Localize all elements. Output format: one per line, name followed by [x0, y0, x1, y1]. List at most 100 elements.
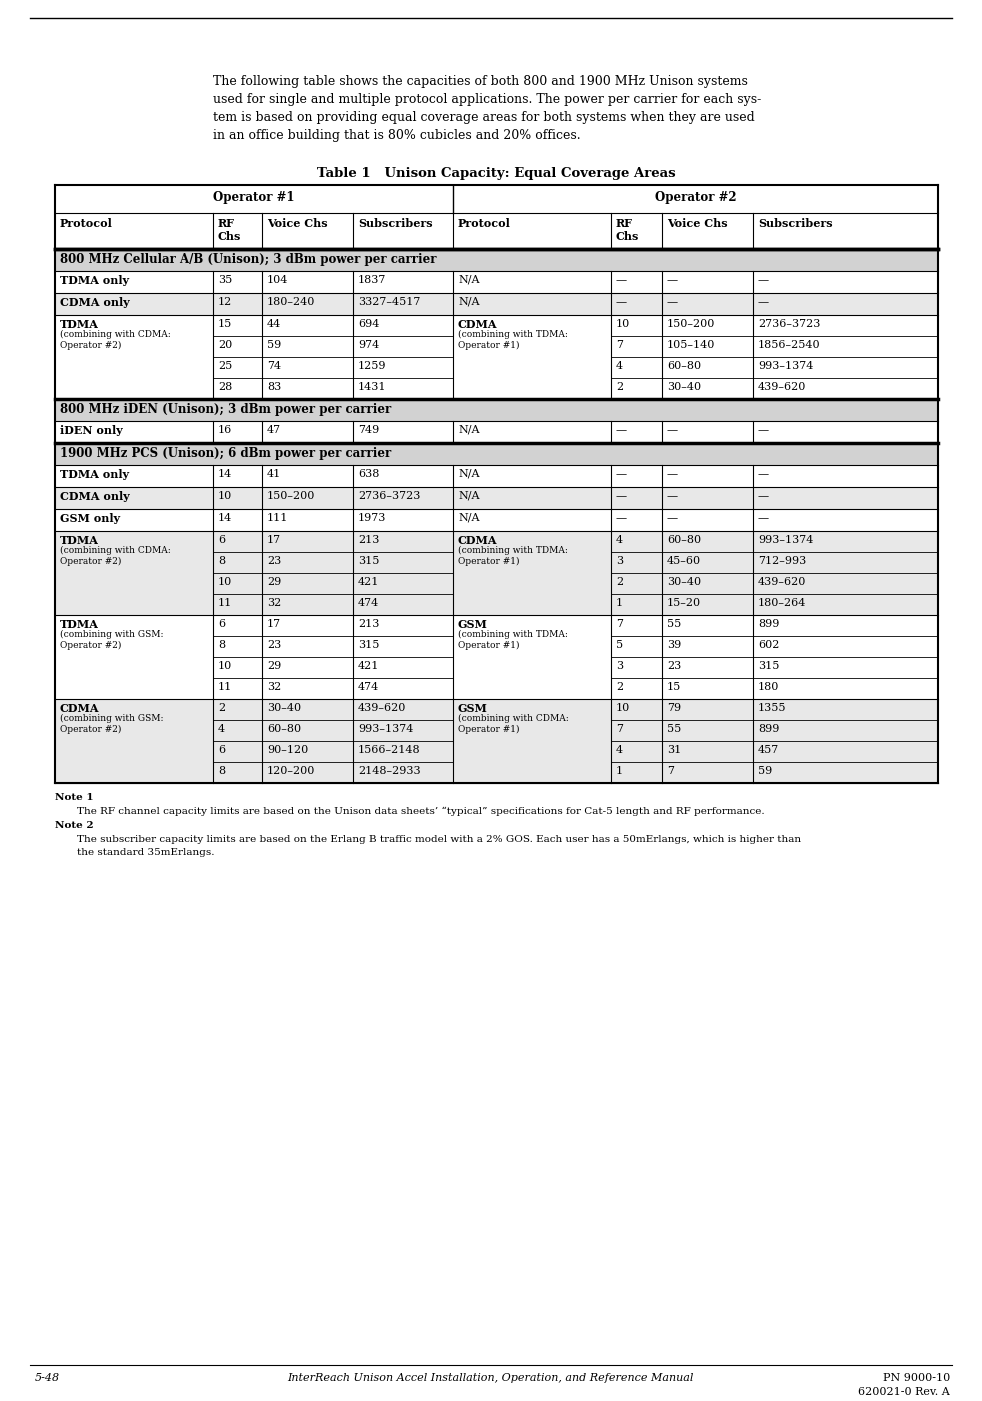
Text: 457: 457	[758, 745, 780, 755]
Text: —: —	[667, 425, 679, 434]
Text: Protocol: Protocol	[458, 219, 511, 228]
Text: —: —	[758, 469, 769, 479]
Text: 2: 2	[616, 577, 624, 587]
Text: 17: 17	[267, 619, 281, 629]
Text: 16: 16	[218, 425, 233, 434]
Text: 2: 2	[616, 682, 624, 692]
Text: 1431: 1431	[358, 382, 387, 392]
Text: 60–80: 60–80	[667, 535, 701, 545]
Text: 150–200: 150–200	[267, 490, 315, 502]
Text: 180–264: 180–264	[758, 598, 806, 608]
Text: Note 2: Note 2	[55, 821, 93, 829]
Text: 7: 7	[616, 340, 623, 350]
Text: 439–620: 439–620	[358, 703, 407, 713]
Text: RF
Chs: RF Chs	[616, 219, 639, 242]
Text: —: —	[667, 469, 679, 479]
Text: 315: 315	[358, 640, 379, 650]
Text: 1837: 1837	[358, 275, 386, 284]
Text: GSM: GSM	[458, 703, 488, 715]
Text: 105–140: 105–140	[667, 340, 715, 350]
Text: 6: 6	[218, 535, 225, 545]
Text: 4: 4	[616, 535, 624, 545]
Bar	[55, 213, 938, 249]
Text: N/A: N/A	[458, 297, 479, 307]
Text: 800 MHz Cellular A/B (Unison); 3 dBm power per carrier: 800 MHz Cellular A/B (Unison); 3 dBm pow…	[60, 254, 437, 266]
Text: 45–60: 45–60	[667, 556, 701, 566]
Text: 59: 59	[267, 340, 281, 350]
Text: 59: 59	[758, 766, 772, 776]
Text: used for single and multiple protocol applications. The power per carrier for ea: used for single and multiple protocol ap…	[213, 92, 761, 106]
Text: 7: 7	[616, 724, 623, 734]
Text: CDMA: CDMA	[458, 535, 498, 546]
Text: 15: 15	[667, 682, 682, 692]
Text: 47: 47	[267, 425, 281, 434]
Text: 8: 8	[218, 766, 225, 776]
Text: —: —	[667, 297, 679, 307]
Text: 35: 35	[218, 275, 233, 284]
Text: 6: 6	[218, 619, 225, 629]
Text: 11: 11	[218, 598, 233, 608]
Text: —: —	[667, 490, 679, 502]
Text: 5: 5	[616, 640, 624, 650]
Text: 1: 1	[616, 766, 624, 776]
Text: 15–20: 15–20	[667, 598, 701, 608]
Text: 899: 899	[758, 724, 780, 734]
Text: 180–240: 180–240	[267, 297, 315, 307]
Text: 23: 23	[267, 640, 281, 650]
Text: The RF channel capacity limits are based on the Unison data sheets’ “typical” sp: The RF channel capacity limits are based…	[77, 807, 765, 817]
Text: 6: 6	[218, 745, 225, 755]
Text: —: —	[616, 275, 627, 284]
Text: CDMA only: CDMA only	[60, 297, 130, 308]
Text: 104: 104	[267, 275, 289, 284]
Text: 620021-0 Rev. A: 620021-0 Rev. A	[858, 1387, 950, 1397]
Text: Operator #1: Operator #1	[213, 191, 295, 205]
Text: 28: 28	[218, 382, 233, 392]
Text: 474: 474	[358, 598, 379, 608]
Text: in an office building that is 80% cubicles and 20% offices.: in an office building that is 80% cubicl…	[213, 129, 580, 142]
Text: 694: 694	[358, 319, 379, 329]
Text: The following table shows the capacities of both 800 and 1900 MHz Unison systems: The following table shows the capacities…	[213, 76, 748, 88]
Text: GSM: GSM	[458, 619, 488, 630]
Text: 2: 2	[218, 703, 225, 713]
Text: 55: 55	[667, 724, 682, 734]
Text: tem is based on providing equal coverage areas for both systems when they are us: tem is based on providing equal coverage…	[213, 111, 755, 125]
Text: TDMA only: TDMA only	[60, 469, 129, 481]
Text: 31: 31	[667, 745, 682, 755]
Text: 30–40: 30–40	[667, 577, 701, 587]
Text: —: —	[616, 490, 627, 502]
Text: TDMA only: TDMA only	[60, 275, 129, 286]
Text: —: —	[616, 469, 627, 479]
Text: CDMA only: CDMA only	[60, 490, 130, 502]
Text: 20: 20	[218, 340, 233, 350]
Bar	[55, 531, 938, 615]
Text: —: —	[616, 297, 627, 307]
Text: 60–80: 60–80	[267, 724, 301, 734]
Text: Protocol: Protocol	[60, 219, 113, 228]
Text: Operator #2: Operator #2	[655, 191, 736, 205]
Text: 315: 315	[758, 661, 780, 671]
Text: 4: 4	[616, 361, 624, 371]
Text: 315: 315	[358, 556, 379, 566]
Bar	[55, 399, 938, 420]
Text: Table 1   Unison Capacity: Equal Coverage Areas: Table 1 Unison Capacity: Equal Coverage …	[317, 167, 676, 179]
Text: 83: 83	[267, 382, 281, 392]
Text: 150–200: 150–200	[667, 319, 715, 329]
Text: 7: 7	[616, 619, 623, 629]
Text: 8: 8	[218, 556, 225, 566]
Text: —: —	[667, 513, 679, 523]
Text: —: —	[616, 513, 627, 523]
Text: 3: 3	[616, 556, 624, 566]
Text: PN 9000-10: PN 9000-10	[883, 1373, 950, 1383]
Bar	[55, 293, 938, 315]
Text: 11: 11	[218, 682, 233, 692]
Text: 10: 10	[218, 661, 233, 671]
Text: 1566–2148: 1566–2148	[358, 745, 420, 755]
Text: 4: 4	[218, 724, 225, 734]
Text: (combining with CDMA:
Operator #1): (combining with CDMA: Operator #1)	[458, 715, 569, 734]
Text: 60–80: 60–80	[667, 361, 701, 371]
Text: N/A: N/A	[458, 513, 479, 523]
Text: 3327–4517: 3327–4517	[358, 297, 420, 307]
Text: —: —	[758, 275, 769, 284]
Text: 44: 44	[267, 319, 281, 329]
Text: (combining with TDMA:
Operator #1): (combining with TDMA: Operator #1)	[458, 331, 568, 350]
